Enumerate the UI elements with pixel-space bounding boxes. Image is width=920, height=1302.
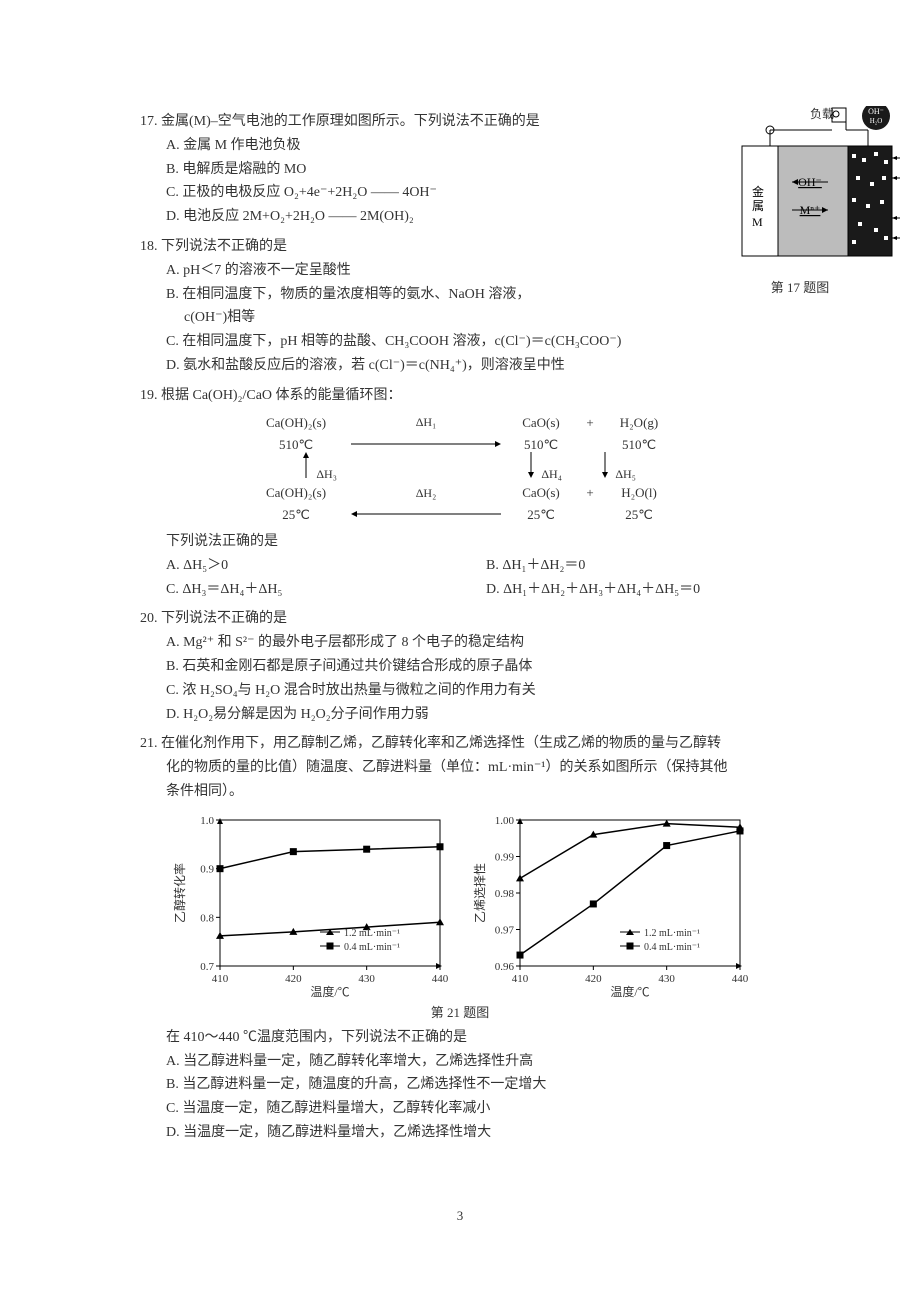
svg-text:0.4 mL·min⁻¹: 0.4 mL·min⁻¹ [644,942,700,953]
q17-number: 17. [140,114,158,129]
cycle-botR2: 25℃ [511,504,571,526]
svg-text:440: 440 [432,973,449,985]
q21-below: 在 410～440 ℃温度范围内，下列说法不正确的是 [140,1026,780,1050]
q21-stem3: 条件相同）。 [140,780,780,804]
q17-optA: A. 金属 M 作电池负极 [140,134,780,158]
cycle-botL1: Ca(OH)₂(s) [251,482,341,504]
svg-text:0.7: 0.7 [200,961,214,973]
question-19: 19. 根据 Ca(OH)₂/CaO 体系的能量循环图： Ca(OH)₂(s) … [140,384,780,602]
energy-cycle-diagram: Ca(OH)₂(s) 510℃ ΔH₁ CaO(s) 510℃ + H₂O(g) [245,412,675,526]
question-18: 18. 下列说法不正确的是 A. pH＜7 的溶液不一定呈酸性 B. 在相同温度… [140,235,780,378]
cycle-botR1: CaO(s) [511,482,571,504]
q18-optB-line2: c(OH⁻)相等 [140,306,780,330]
svg-text:0.97: 0.97 [495,924,515,936]
svg-text:M: M [752,215,763,229]
q20-stem: 下列说法不正确的是 [161,611,287,626]
q21-optB: B. 当乙醇进料量一定，随温度的升高，乙烯选择性不一定增大 [140,1073,780,1097]
q21-optA: A. 当乙醇进料量一定，随乙醇转化率增大，乙烯选择性升高 [140,1050,780,1074]
q21-stem2: 化的物质的量的比值）随温度、乙醇进料量（单位：mL·min⁻¹）的关系如图所示（… [140,756,780,780]
cycle-botR4: 25℃ [609,504,669,526]
dH2-label: ΔH₂ [347,483,505,503]
svg-text:410: 410 [512,973,529,985]
cycle-botR3: H₂O(l) [609,482,669,504]
q20-optA: A. Mg²⁺ 和 S²⁻ 的最外电子层都形成了 8 个电子的稳定结构 [140,631,780,655]
page: 负载 OH⁻ H₂O 金 属 M [0,0,920,1267]
q19-number: 19. [140,388,158,403]
svg-text:温度/℃: 温度/℃ [610,984,649,999]
chart-selectivity: 0.96 0.97 0.98 0.99 1.00 410 420 430 440 乙烯选择性温度/… [470,810,750,1000]
q21-optD: D. 当温度一定，随乙醇进料量增大，乙烯选择性增大 [140,1121,780,1145]
q18-optB-line1: B. 在相同温度下，物质的量浓度相等的氨水、NaOH 溶液， [140,283,780,307]
q21-optC: C. 当温度一定，随乙醇进料量增大，乙醇转化率减小 [140,1097,780,1121]
q17-optB: B. 电解质是熔融的 MO [140,158,780,182]
dH5-label: ΔH₅ [615,467,636,481]
q21-number: 21. [140,736,158,751]
load-label: 负载 [810,107,834,121]
svg-text:420: 420 [585,973,602,985]
question-20: 20. 下列说法不正确的是 A. Mg²⁺ 和 S²⁻ 的最外电子层都形成了 8… [140,607,780,726]
svg-text:0.9: 0.9 [200,863,214,875]
svg-text:温度/℃: 温度/℃ [310,984,349,999]
q18-optA: A. pH＜7 的溶液不一定呈酸性 [140,259,780,283]
svg-text:1.2 mL·min⁻¹: 1.2 mL·min⁻¹ [644,928,700,939]
q21-charts: 0.7 0.8 0.9 1.0 410 420 430 440 乙醇转化率温度/℃ 1.2 mL·… [140,810,780,1000]
q19-below: 下列说法正确的是 [140,530,780,554]
svg-text:1.2 mL·min⁻¹: 1.2 mL·min⁻¹ [344,928,400,939]
question-17: 负载 OH⁻ H₂O 金 属 M [140,110,780,229]
svg-text:440: 440 [732,973,749,985]
q19-optD: D. ΔH₁＋ΔH₂＋ΔH₃＋ΔH₄＋ΔH₅＝0 [460,578,780,602]
svg-text:410: 410 [212,973,229,985]
q18-optD: D. 氨水和盐酸反应后的溶液，若 c(Cl⁻)＝c(NH₄⁺)，则溶液呈中性 [140,354,780,378]
cycle-topR1: CaO(s) [511,412,571,434]
chart-conversion: 0.7 0.8 0.9 1.0 410 420 430 440 乙醇转化率温度/℃ 1.2 mL·… [170,810,450,1000]
q19-optB: B. ΔH₁＋ΔH₂＝0 [460,554,780,578]
svg-text:0.96: 0.96 [495,961,515,973]
svg-text:0.98: 0.98 [495,888,515,900]
q20-optC: C. 浓 H₂SO₄与 H₂O 混合时放出热量与微粒之间的作用力有关 [140,679,780,703]
q21-stem1: 在催化剂作用下，用乙醇制乙烯，乙醇转化率和乙烯选择性（生成乙烯的物质的量与乙醇转 [161,736,721,751]
svg-text:430: 430 [658,973,675,985]
q20-optD: D. H₂O₂易分解是因为 H₂O₂分子间作用力弱 [140,703,780,727]
q17-optD: D. 电池反应 2M+O₂+2H₂O —— 2M(OH)₂ [140,205,780,229]
svg-text:金: 金 [752,184,764,199]
plus2: + [583,482,597,504]
svg-text:乙醇转化率: 乙醇转化率 [172,863,187,923]
cycle-topR3: H₂O(g) [609,412,669,434]
q20-optB: B. 石英和金刚石都是原子间通过共价键结合形成的原子晶体 [140,655,780,679]
svg-text:OH⁻: OH⁻ [868,107,884,116]
svg-text:属: 属 [752,199,764,213]
svg-text:430: 430 [358,973,375,985]
svg-text:420: 420 [285,973,302,985]
svg-text:0.99: 0.99 [495,851,515,863]
q17-stem: 金属(M)–空气电池的工作原理如图所示。下列说法不正确的是 [161,114,540,129]
dH1-label: ΔH₁ [347,412,505,432]
page-number: 3 [140,1205,780,1227]
charts-caption: 第 21 题图 [140,1002,780,1024]
svg-text:H₂O: H₂O [870,117,883,125]
svg-text:1.00: 1.00 [495,815,515,827]
q20-number: 20. [140,611,158,626]
q19-optA: A. ΔH₅＞0 [140,554,460,578]
svg-text:0.8: 0.8 [200,912,214,924]
q18-optC: C. 在相同温度下，pH 相等的盐酸、CH₃COOH 溶液，c(Cl⁻)＝c(C… [140,330,780,354]
svg-text:0.4 mL·min⁻¹: 0.4 mL·min⁻¹ [344,942,400,953]
dH4-label: ΔH₄ [541,467,562,481]
cycle-topL1: Ca(OH)₂(s) [251,412,341,434]
cycle-botL2: 25℃ [251,504,341,526]
svg-text:乙烯选择性: 乙烯选择性 [473,863,487,923]
q18-stem: 下列说法不正确的是 [161,239,287,254]
dH3-label: ΔH₃ [316,467,337,481]
svg-text:1.0: 1.0 [200,815,214,827]
q19-stem: 根据 Ca(OH)₂/CaO 体系的能量循环图： [161,388,402,403]
q19-optC: C. ΔH₃＝ΔH₄＋ΔH₅ [140,578,460,602]
q18-number: 18. [140,239,158,254]
plus1: + [583,412,597,434]
question-21: 21. 在催化剂作用下，用乙醇制乙烯，乙醇转化率和乙烯选择性（生成乙烯的物质的量… [140,732,780,1144]
q17-optC: C. 正极的电极反应 O₂+4e⁻+2H₂O —— 4OH⁻ [140,181,780,205]
